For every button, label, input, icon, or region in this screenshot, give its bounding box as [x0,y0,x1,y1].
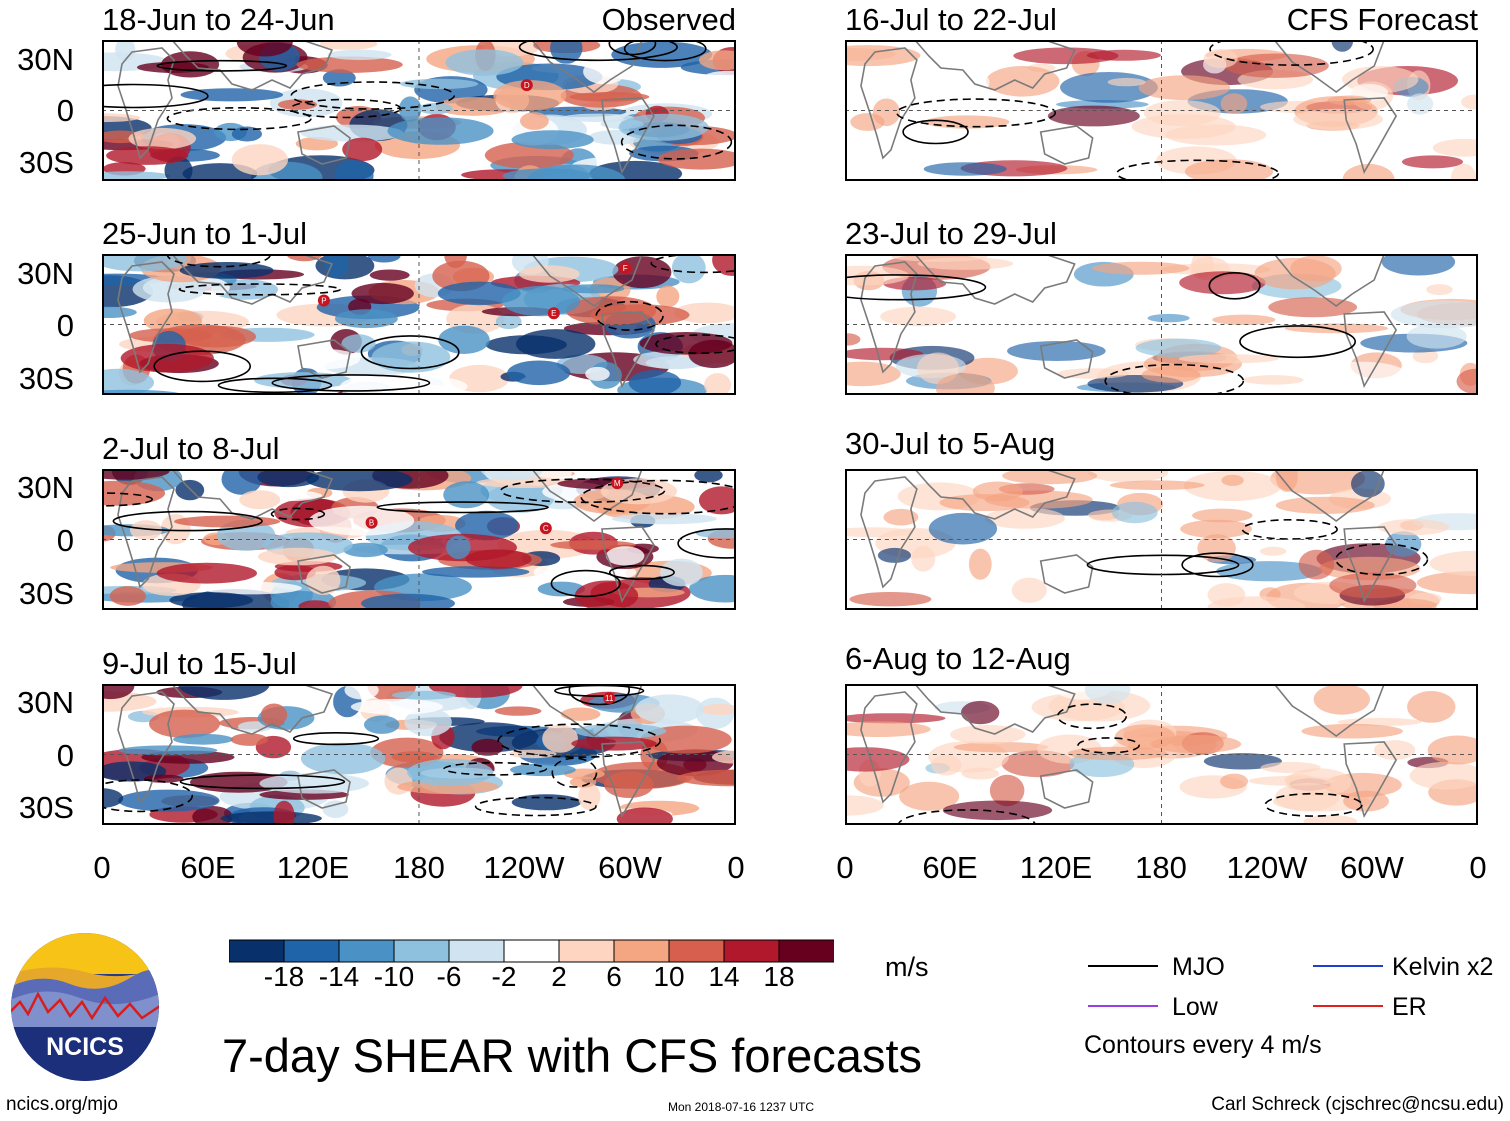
observed-label: Observed [601,2,736,37]
footer-url[interactable]: ncics.org/mjo [6,1094,118,1115]
svg-text:C: C [543,524,549,533]
legend-line-kelvin [1313,965,1383,967]
colorbar-swatch [778,939,834,963]
colorbar [229,939,834,963]
svg-text:D: D [524,81,530,90]
storm-marker: M [611,477,624,490]
colorbar-swatch [503,939,560,963]
panel-title-2: 25-Jun to 1-Jul [102,216,308,251]
map-panel-observed-1: D [102,40,736,181]
colorbar-swatch [723,939,780,963]
contour-note: Contours every 4 m/s [1084,1031,1322,1059]
legend-line-er [1313,1005,1383,1007]
storm-marker: F [619,262,632,275]
footer-author: Carl Schreck (cjschrec@ncsu.edu) [1211,1094,1504,1115]
colorbar-swatch [338,939,395,963]
ncics-logo: NCICS [11,933,159,1081]
panel-title-4: 9-Jul to 15-Jul [102,646,297,681]
svg-text:E: E [551,309,556,318]
legend-label-er: ER [1392,993,1427,1021]
colorbar-swatch [558,939,615,963]
svg-text:F: F [623,264,628,273]
colorbar-swatch [613,939,670,963]
storm-marker: D [520,79,533,92]
panel-title-3: 2-Jul to 8-Jul [102,431,280,466]
panel-title-5: 16-Jul to 22-Jul [845,2,1057,37]
map-panel-observed-2: P E F [102,254,736,395]
legend-line-mjo [1088,965,1158,967]
svg-text:P: P [321,297,326,306]
cfs-forecast-label: CFS Forecast [1286,2,1478,37]
map-panel-forecast-3 [845,469,1478,610]
map-panel-forecast-2 [845,254,1478,395]
storm-marker: E [547,307,560,320]
panel-title-6: 23-Jul to 29-Jul [845,216,1057,251]
panel-title-8: 6-Aug to 12-Aug [845,641,1071,676]
legend-label-kelvin: Kelvin x2 [1392,953,1494,981]
svg-text:11: 11 [605,694,614,703]
map-panel-forecast-4 [845,684,1478,825]
storm-marker: C [539,522,552,535]
main-title: 7-day SHEAR with CFS forecasts [222,1029,922,1082]
colorbar-swatch [229,939,285,963]
storm-marker: P [317,294,330,307]
map-panel-observed-3: C M B [102,469,736,610]
storm-marker: B [365,516,378,529]
map-panel-forecast-1 [845,40,1478,181]
colorbar-swatch [448,939,505,963]
storm-marker: 11 [603,692,616,705]
logo-text: NCICS [46,1033,124,1061]
colorbar-swatch [393,939,450,963]
map-panel-observed-4: 11 [102,684,736,825]
svg-text:M: M [614,479,621,488]
legend-label-mjo: MJO [1172,953,1225,981]
legend-label-low: Low [1172,993,1218,1021]
svg-text:B: B [369,519,374,528]
panel-title-1: 18-Jun to 24-Jun [102,2,335,37]
colorbar-swatch [668,939,725,963]
colorbar-unit: m/s [885,952,929,982]
legend-line-low [1088,1005,1158,1007]
footer-timestamp: Mon 2018-07-16 1237 UTC [668,1100,815,1114]
colorbar-swatch [283,939,340,963]
panel-title-7: 30-Jul to 5-Aug [845,426,1056,461]
